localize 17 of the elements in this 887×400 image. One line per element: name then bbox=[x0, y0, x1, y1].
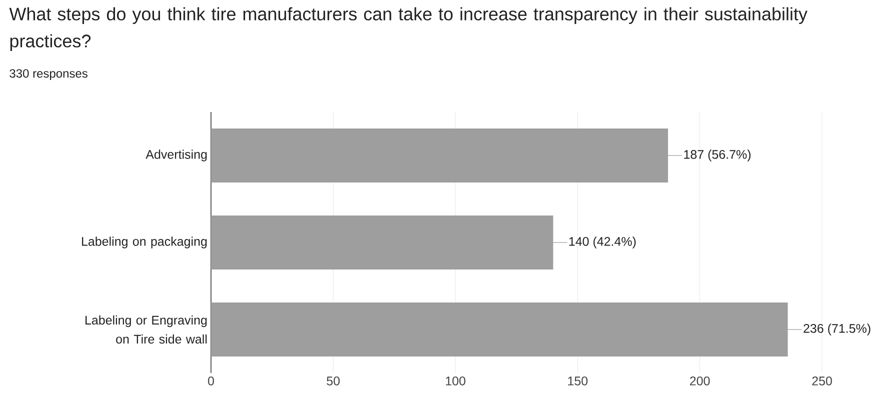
y-tick-label: Advertising bbox=[146, 150, 207, 162]
bar bbox=[211, 216, 554, 270]
data-label: 236 (71.5%) bbox=[804, 324, 870, 336]
bar bbox=[211, 302, 788, 356]
text: 330 responses bbox=[10, 69, 88, 80]
x-tick-label: 0 bbox=[208, 376, 214, 386]
chart-title: What steps do you think tire manufacturers can take to increase transparency in their sustainability practices? bbox=[9, 7, 808, 51]
x-tick-label: 150 bbox=[568, 376, 588, 386]
bar bbox=[211, 128, 668, 182]
x-tick-label: 200 bbox=[690, 376, 710, 386]
data-label: 187 (56.7%) bbox=[684, 150, 751, 162]
data-label: 140 (42.4%) bbox=[569, 236, 636, 248]
x-tick-label: 100 bbox=[446, 376, 466, 386]
y-tick-label: Labeling on packaging bbox=[82, 236, 207, 248]
y-tick-label: Labeling or Engraving on Tire side wall bbox=[86, 315, 207, 344]
x-tick-label: 50 bbox=[326, 376, 340, 386]
x-tick-label: 250 bbox=[812, 376, 832, 386]
